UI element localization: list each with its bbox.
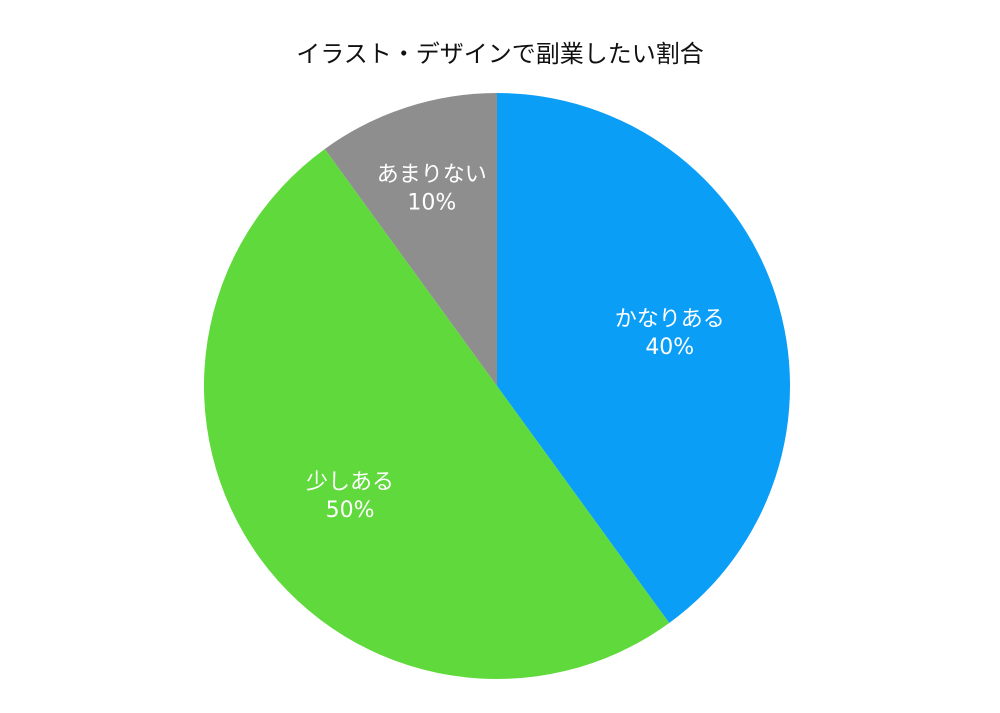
slice-value-label-0: 40% — [645, 335, 694, 360]
slice-value-label-1: 50% — [326, 498, 375, 523]
slice-value-label-2: 10% — [407, 190, 456, 215]
slice-label-1: 少しある — [306, 470, 394, 495]
pie-slice-1 — [203, 148, 670, 680]
slice-label-2: あまりない — [377, 162, 487, 187]
chart-title: イラスト・デザインで副業したい割合 — [296, 40, 704, 68]
pie-slice-0 — [497, 93, 790, 624]
pie-slice-2 — [324, 93, 497, 386]
slice-label-0: かなりある — [615, 307, 725, 332]
